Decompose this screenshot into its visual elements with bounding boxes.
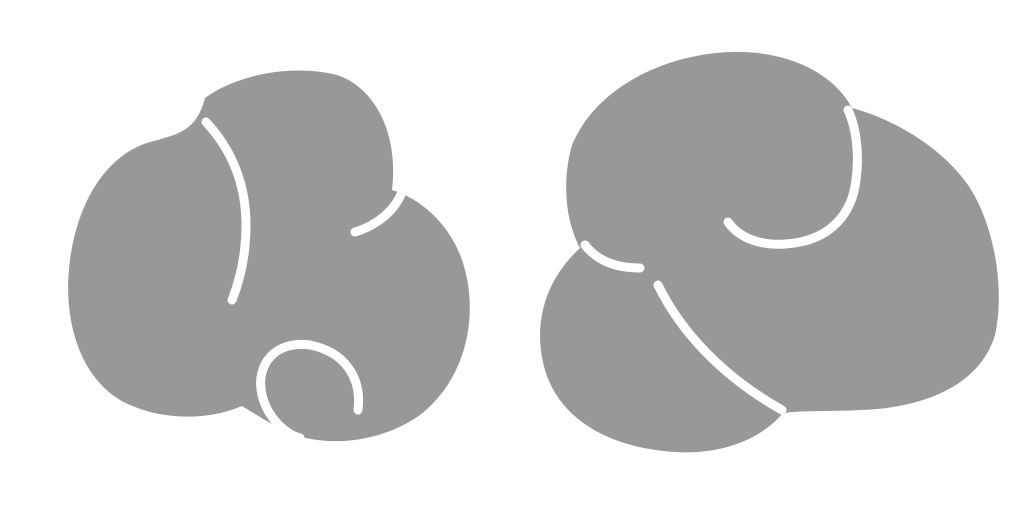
right-shape-silhouette — [540, 51, 999, 453]
left-clustered-lobes-shape — [68, 70, 470, 443]
left-shape-gap-spiral — [256, 339, 364, 443]
right-swirled-lobes-shape — [540, 51, 999, 453]
left-shape-gap-vertical — [201, 117, 251, 305]
left-shape-silhouette — [68, 70, 470, 442]
right-shape-gap-curl — [723, 105, 862, 249]
left-shape-gap-notch — [350, 187, 407, 237]
right-shape-gap-diagonal — [653, 280, 787, 415]
right-shape-gap-left-lobe — [580, 240, 645, 273]
